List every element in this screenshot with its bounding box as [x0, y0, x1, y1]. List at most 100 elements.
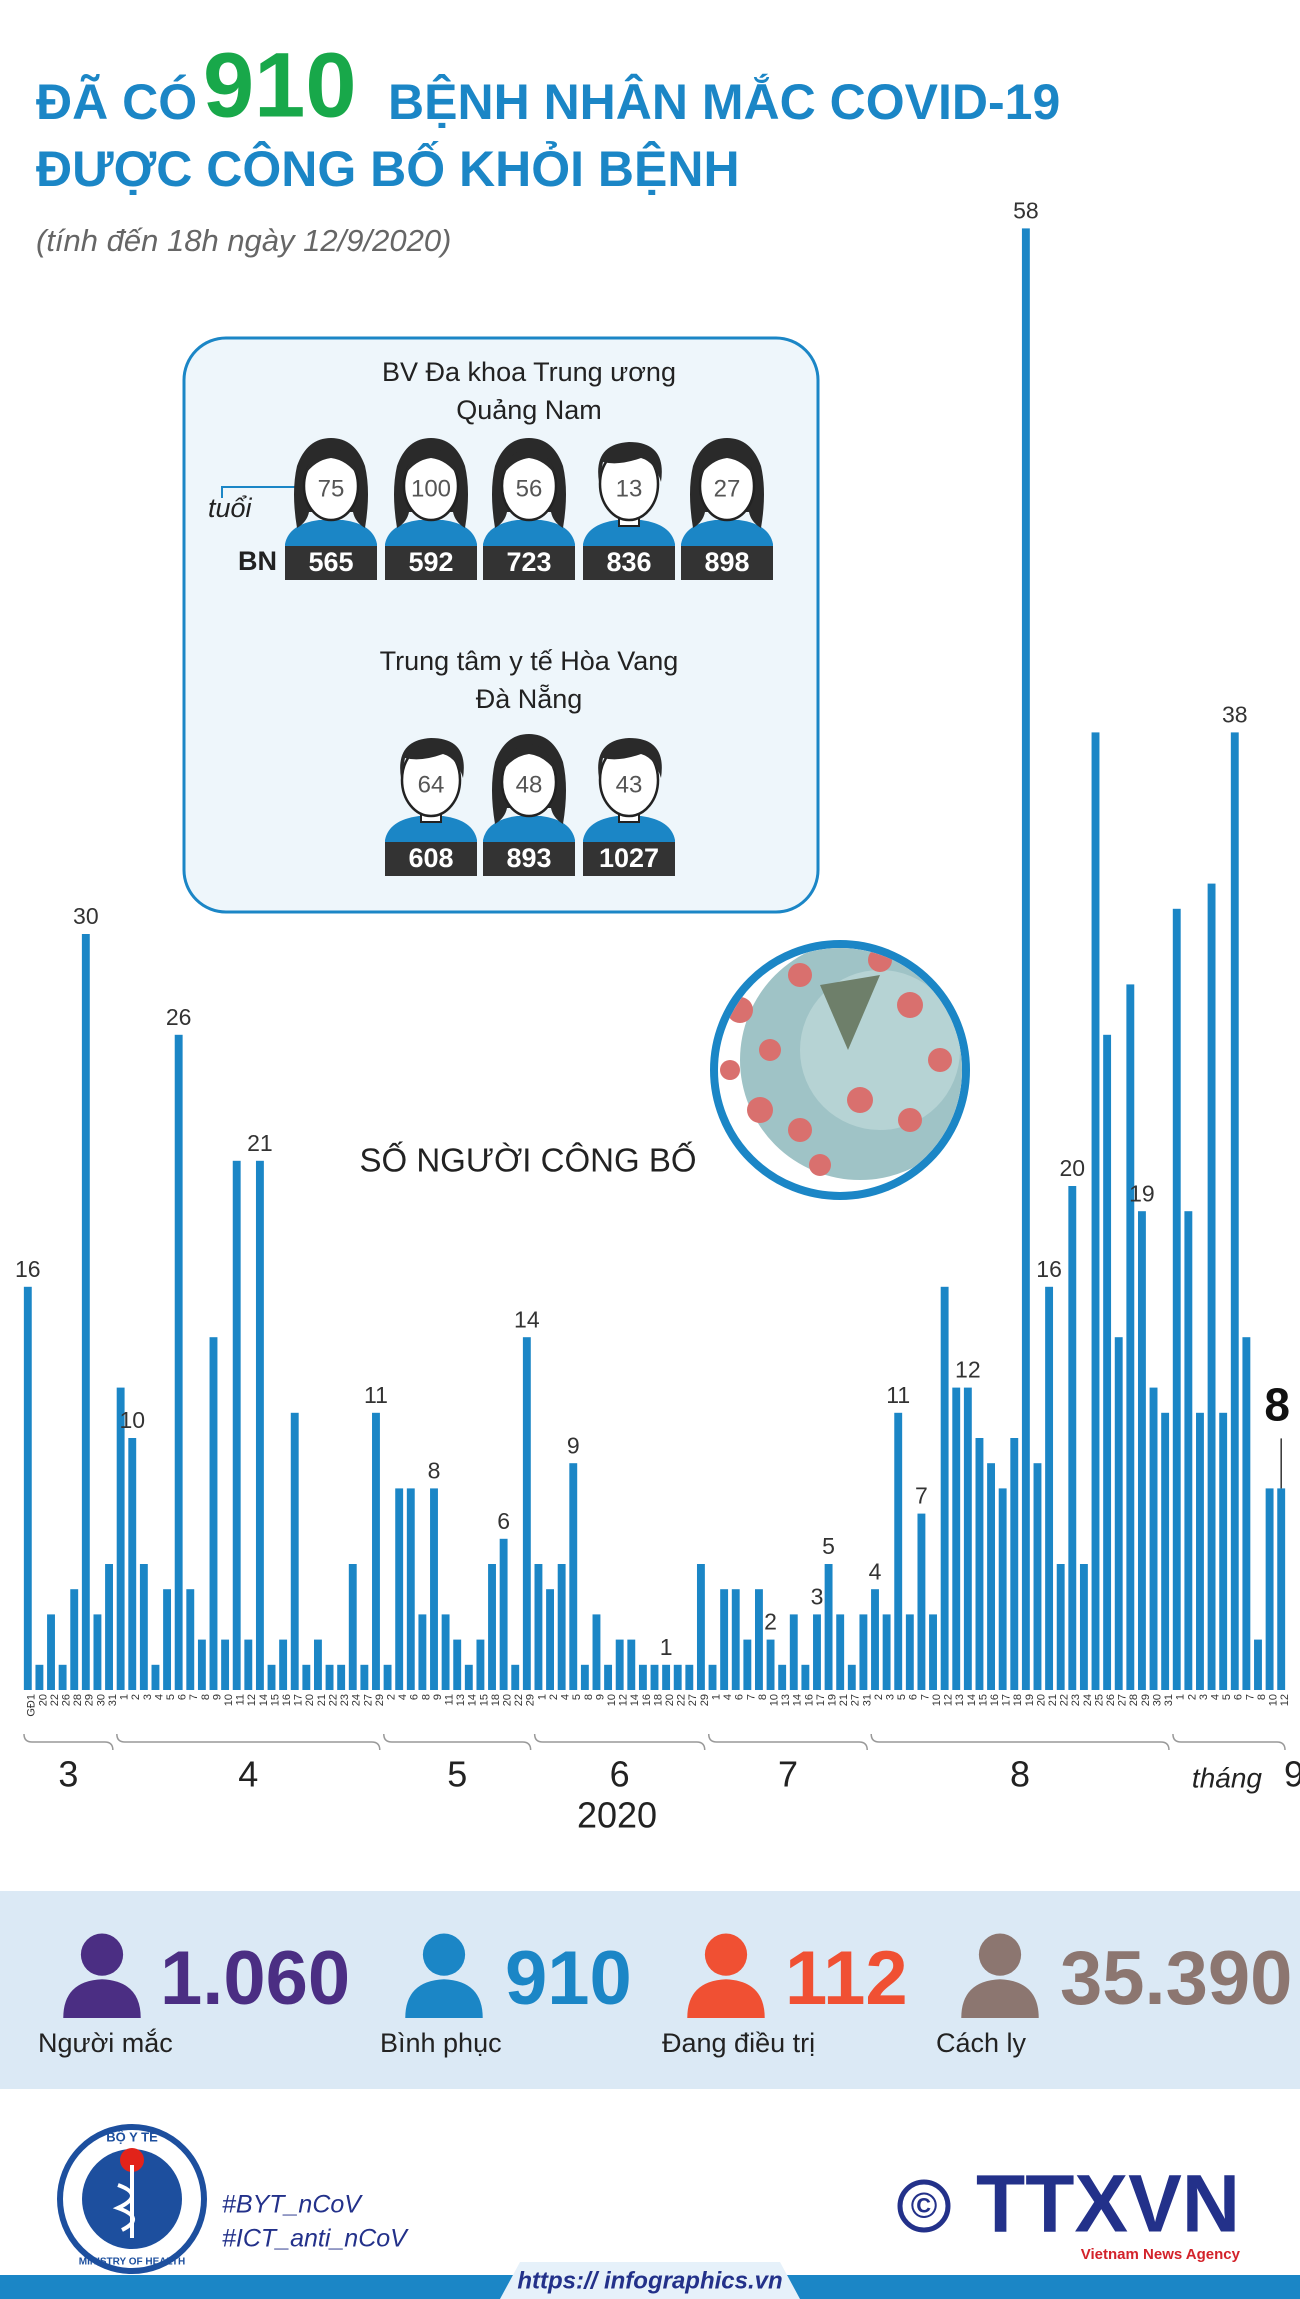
x-tick-label: 1	[119, 1694, 131, 1700]
month-label: 4	[238, 1754, 258, 1795]
value-label: 19	[1129, 1180, 1155, 1206]
x-tick-label: 22	[327, 1694, 339, 1706]
bar	[685, 1664, 694, 1690]
bar	[511, 1664, 520, 1690]
x-tick-label: 10	[606, 1694, 618, 1706]
bar	[1103, 1034, 1112, 1690]
bar	[569, 1463, 578, 1690]
value-label: 20	[1060, 1155, 1086, 1181]
value-label: 12	[955, 1357, 981, 1383]
value-label: 5	[822, 1533, 835, 1559]
x-tick-label: 7	[1244, 1694, 1256, 1700]
x-tick-label: 27	[850, 1694, 862, 1706]
bar	[755, 1589, 763, 1690]
x-tick-label: 2	[548, 1694, 560, 1700]
ministry-name: BỘ Y TẾ	[106, 2129, 158, 2144]
patient-id: 565	[308, 547, 353, 577]
url-tab	[500, 2262, 800, 2299]
bar	[1184, 1211, 1193, 1690]
x-tick-label: 9	[211, 1694, 223, 1700]
value-label: 6	[497, 1508, 510, 1534]
bar	[1091, 732, 1100, 1690]
x-tick-label: 26	[1105, 1694, 1117, 1706]
x-tick-label: 19	[1024, 1694, 1036, 1706]
bar	[1068, 1186, 1077, 1690]
bar	[186, 1589, 195, 1690]
bar	[801, 1664, 810, 1690]
bar	[279, 1639, 288, 1690]
virus-illustration	[710, 940, 970, 1200]
x-tick-label: 20	[1035, 1694, 1047, 1706]
bar	[1033, 1463, 1042, 1690]
x-tick-label: 7	[188, 1694, 200, 1700]
x-tick-label: 4	[1209, 1694, 1221, 1700]
bar	[1114, 1337, 1123, 1690]
x-tick-label: 8	[420, 1694, 432, 1700]
month-bracket	[1172, 1733, 1286, 1751]
bar	[151, 1664, 160, 1690]
bar	[255, 1160, 264, 1690]
bar	[592, 1614, 601, 1690]
x-tick-label: 16	[989, 1694, 1001, 1706]
bar	[348, 1564, 357, 1690]
patient-id: 836	[606, 547, 651, 577]
x-tick-label: 6	[908, 1694, 920, 1700]
bar	[662, 1664, 671, 1690]
x-tick-label: 17	[1001, 1694, 1013, 1706]
bar	[488, 1564, 496, 1690]
x-tick-label: 15	[269, 1694, 281, 1706]
patient-id: 592	[408, 547, 453, 577]
bar	[1149, 1387, 1158, 1690]
bar	[940, 1286, 949, 1690]
agency-logo: TTXVN	[976, 2159, 1240, 2250]
patient-age: 56	[516, 475, 543, 502]
hashtag: #ICT_anti_nCoV	[222, 2225, 409, 2253]
bar	[209, 1337, 218, 1690]
value-label: 58	[1013, 197, 1039, 223]
value-label: 11	[364, 1382, 388, 1408]
patient: 100 592	[383, 436, 479, 580]
x-tick-label: 9	[594, 1694, 606, 1700]
bar	[441, 1614, 450, 1690]
x-tick-label: 20	[502, 1694, 514, 1706]
x-tick-label: 5	[1221, 1694, 1233, 1700]
bar	[406, 1488, 415, 1690]
bar	[859, 1614, 868, 1690]
x-tick-label: 10	[931, 1694, 943, 1706]
bar	[302, 1664, 311, 1690]
bar	[1126, 984, 1135, 1690]
x-tick-label: 16	[641, 1694, 653, 1706]
stat-value: 35.390	[1060, 1936, 1292, 2021]
month-label: 8	[1010, 1754, 1030, 1795]
x-tick-label: 21	[1047, 1694, 1059, 1706]
patient: 43 1027	[581, 736, 677, 876]
bar	[1172, 908, 1181, 1690]
x-tick-label: 8	[200, 1694, 212, 1700]
patient-age: 48	[516, 771, 543, 798]
x-tick-label: 29	[84, 1694, 96, 1706]
value-label: 8	[1264, 1379, 1290, 1431]
x-tick-label: 22	[49, 1694, 61, 1706]
bar	[221, 1639, 230, 1690]
bar	[1207, 883, 1216, 1690]
x-tick-label: 2	[1186, 1694, 1198, 1700]
patient-id: 893	[506, 843, 551, 873]
bar	[766, 1639, 775, 1690]
x-tick-label: 4	[153, 1694, 165, 1700]
value-label: 4	[869, 1558, 882, 1584]
x-tick-label: 10	[223, 1694, 235, 1706]
bar	[476, 1639, 485, 1690]
bar	[105, 1564, 113, 1690]
x-tick-label: 22	[1059, 1694, 1071, 1706]
agency-name: Vietnam News Agency	[1081, 2246, 1241, 2263]
bar	[929, 1614, 937, 1690]
bar	[987, 1463, 996, 1690]
bar	[430, 1488, 438, 1690]
bar	[81, 934, 90, 1690]
bar	[836, 1614, 845, 1690]
bar	[197, 1639, 206, 1690]
x-tick-label: 4	[397, 1694, 409, 1700]
title-line2: ĐƯỢC CÔNG BỐ KHỎI BỆNH	[36, 140, 740, 197]
bar	[23, 1286, 32, 1690]
value-label: 10	[119, 1407, 145, 1433]
